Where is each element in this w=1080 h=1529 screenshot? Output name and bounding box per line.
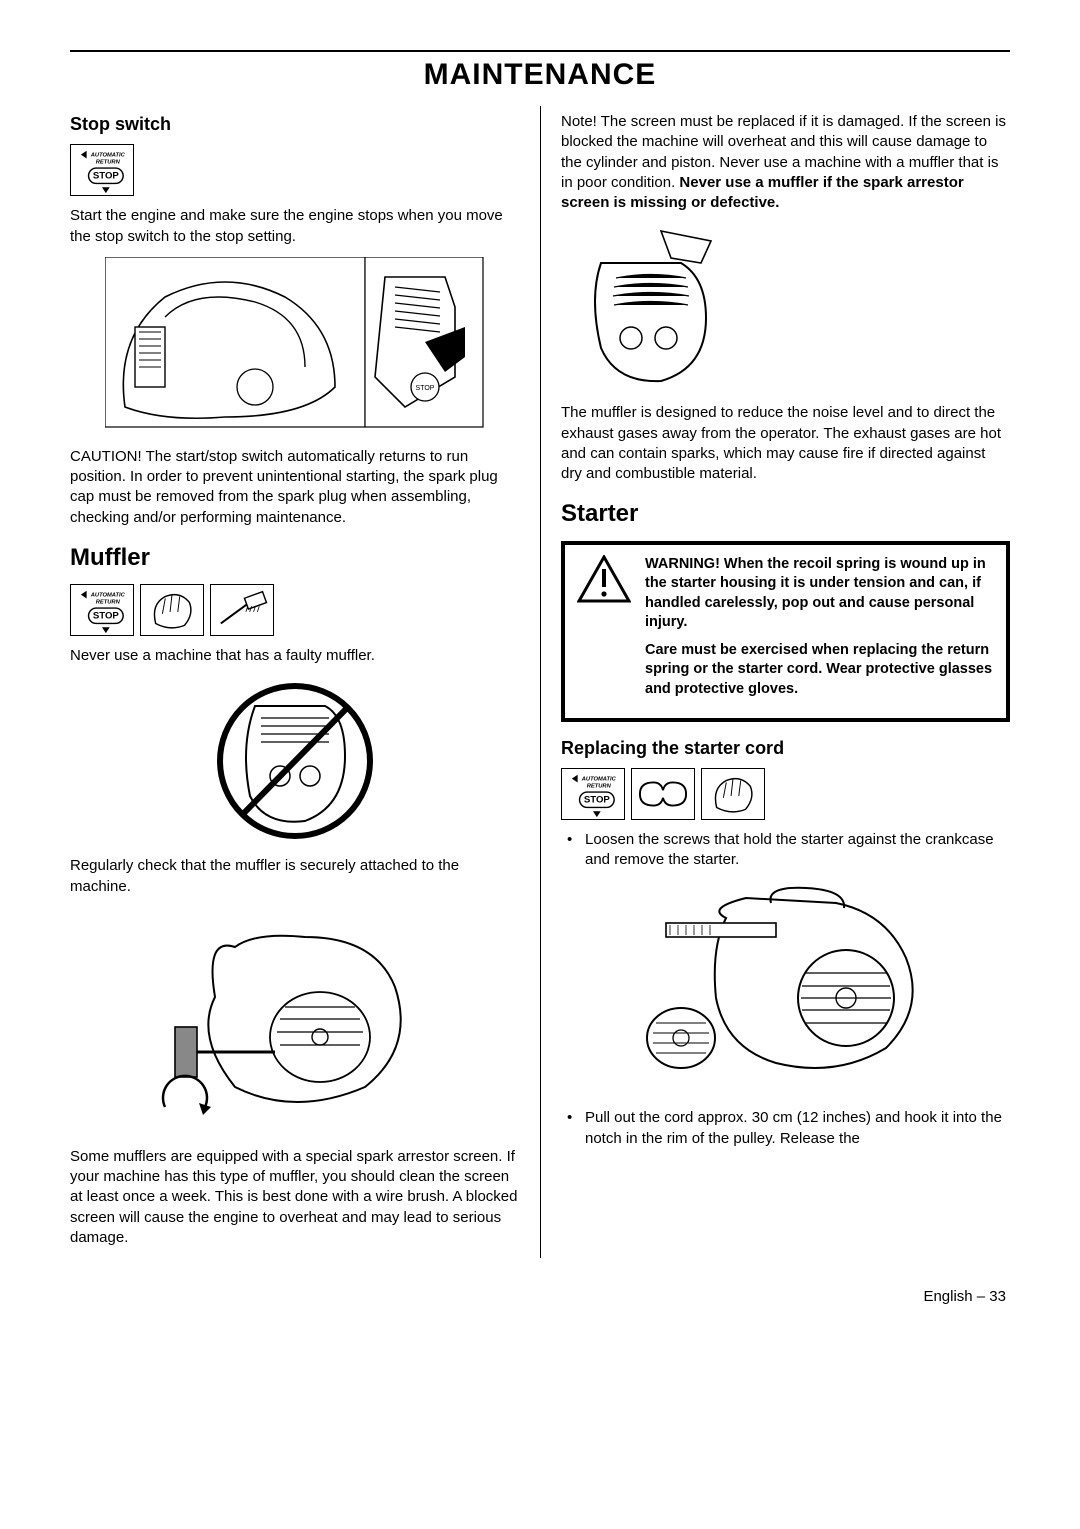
- icon-row-stop: AUTOMATIC RETURN STOP: [70, 144, 520, 196]
- right-column: Note! The screen must be replaced if it …: [540, 106, 1010, 1258]
- svg-text:AUTOMATIC: AUTOMATIC: [90, 153, 126, 159]
- svg-text:STOP: STOP: [93, 611, 120, 622]
- heading-starter: Starter: [561, 498, 1010, 530]
- stop-switch-text: Start the engine and make sure the engin…: [70, 206, 520, 247]
- warning-box: WARNING! When the recoil spring is wound…: [561, 541, 1010, 722]
- stop-switch-caution: CAUTION! The start/stop switch automatic…: [70, 447, 520, 528]
- heading-stop-switch: Stop switch: [70, 112, 520, 136]
- warning-p1: WARNING! When the recoil spring is wound…: [645, 555, 994, 633]
- svg-text:RETURN: RETURN: [96, 160, 121, 166]
- gloves-icon: [701, 768, 765, 820]
- bullet-2: Pull out the cord approx. 30 cm (12 inch…: [561, 1108, 1010, 1149]
- icon-row-starter: AUTOMATIC RETURN STOP: [561, 768, 1010, 820]
- content-columns: Stop switch AUTOMATIC RETURN STOP Start …: [70, 106, 1010, 1258]
- svg-text:STOP: STOP: [93, 171, 120, 182]
- left-column: Stop switch AUTOMATIC RETURN STOP Start …: [70, 106, 540, 1258]
- muffler-p2: Regularly check that the muffler is secu…: [70, 856, 520, 897]
- gloves-icon: [140, 584, 204, 636]
- svg-text:RETURN: RETURN: [96, 599, 121, 605]
- svg-text:AUTOMATIC: AUTOMATIC: [90, 593, 126, 599]
- brush-icon: [210, 584, 274, 636]
- svg-text:STOP: STOP: [584, 795, 611, 806]
- figure-starter-remove: [561, 878, 1010, 1098]
- muffler-p1: Never use a machine that has a faulty mu…: [70, 646, 520, 666]
- page-title: MAINTENANCE: [70, 58, 1010, 92]
- goggles-icon: [631, 768, 695, 820]
- heading-muffler: Muffler: [70, 542, 520, 574]
- muffler-designed: The muffler is designed to reduce the no…: [561, 403, 1010, 484]
- warning-p2: Care must be exercised when replacing th…: [645, 641, 994, 700]
- figure-muffler-prohibit: [70, 676, 520, 846]
- icon-row-muffler: AUTOMATIC RETURN STOP: [70, 584, 520, 636]
- page-footer: English – 33: [70, 1288, 1010, 1305]
- figure-muffler-part: [561, 223, 1010, 393]
- heading-replacing-cord: Replacing the starter cord: [561, 736, 1010, 760]
- stop-icon: AUTOMATIC RETURN STOP: [70, 144, 134, 196]
- svg-text:RETURN: RETURN: [587, 783, 612, 789]
- note-para: Note! The screen must be replaced if it …: [561, 112, 1010, 213]
- stop-icon: AUTOMATIC RETURN STOP: [70, 584, 134, 636]
- figure-muffler-check: [70, 907, 520, 1137]
- figure-stop-switch: STOP: [70, 257, 520, 437]
- stop-icon: AUTOMATIC RETURN STOP: [561, 768, 625, 820]
- bullet-1: Loosen the screws that hold the starter …: [561, 830, 1010, 871]
- svg-text:STOP: STOP: [416, 385, 435, 392]
- muffler-p3: Some mufflers are equipped with a specia…: [70, 1147, 520, 1248]
- svg-text:AUTOMATIC: AUTOMATIC: [581, 776, 617, 782]
- warning-icon: [577, 555, 631, 603]
